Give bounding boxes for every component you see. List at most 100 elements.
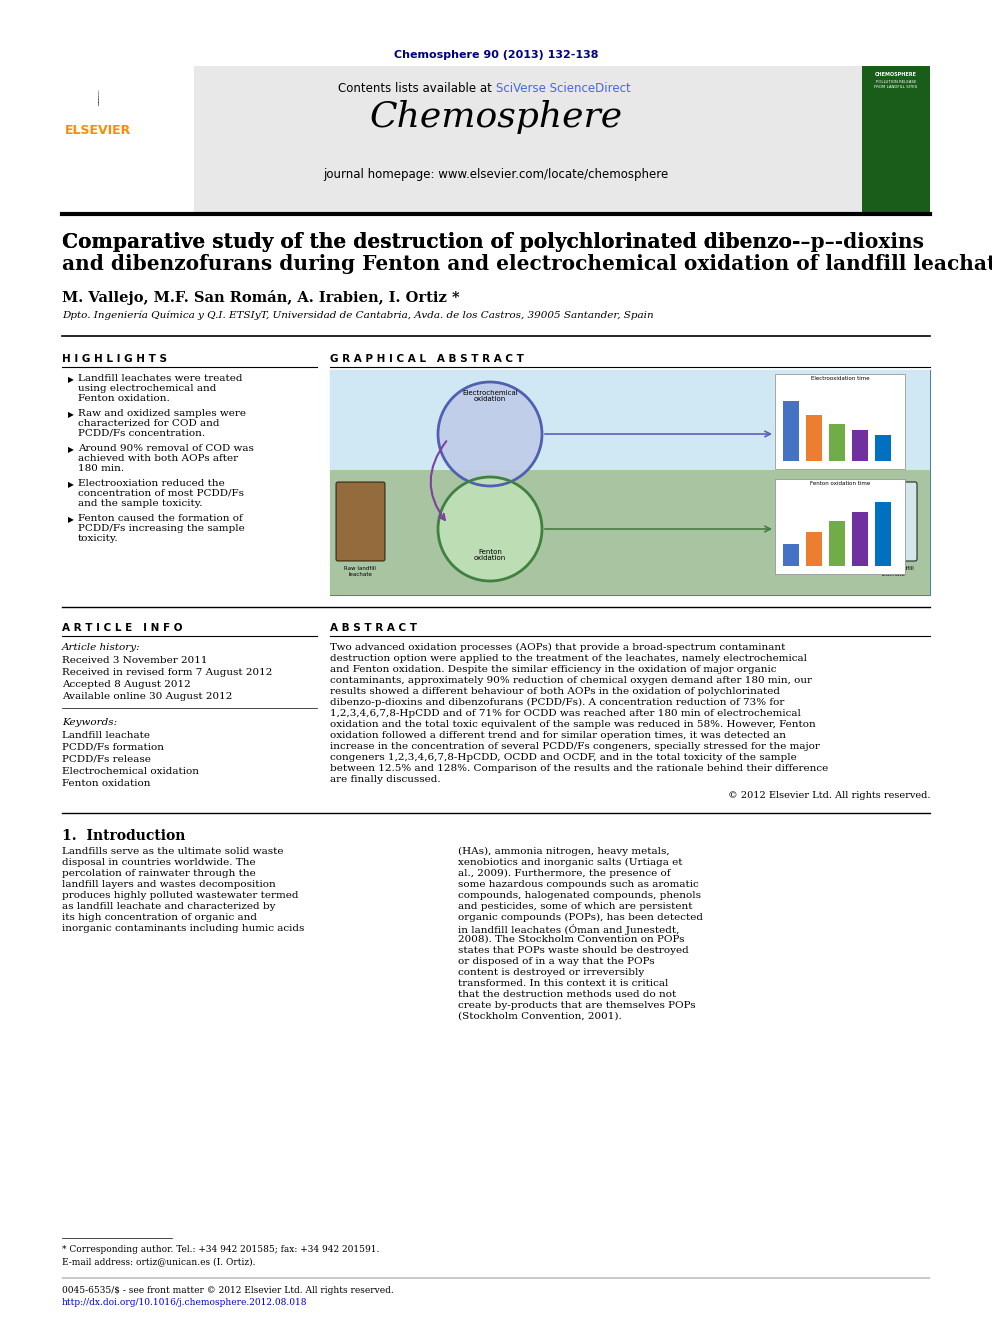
FancyBboxPatch shape xyxy=(336,482,385,561)
Text: Comparative study of the destruction of polychlorinated dibenzo-–p–-dioxins: Comparative study of the destruction of … xyxy=(62,232,924,251)
Circle shape xyxy=(438,478,542,581)
FancyBboxPatch shape xyxy=(330,470,930,595)
Text: POLLUTION RELEASE: POLLUTION RELEASE xyxy=(876,79,917,83)
Text: Article history:: Article history: xyxy=(62,643,141,652)
Text: oxidation: oxidation xyxy=(474,396,506,402)
Text: its high concentration of organic and: its high concentration of organic and xyxy=(62,913,257,922)
FancyBboxPatch shape xyxy=(62,66,930,214)
Text: PCDD/Fs concentration.: PCDD/Fs concentration. xyxy=(78,429,205,438)
Text: xenobiotics and inorganic salts (Urtiaga et: xenobiotics and inorganic salts (Urtiaga… xyxy=(458,859,682,867)
Text: FROM LANDFILL SITES: FROM LANDFILL SITES xyxy=(874,85,918,89)
Text: Available online 30 August 2012: Available online 30 August 2012 xyxy=(62,692,232,701)
Text: Received in revised form 7 August 2012: Received in revised form 7 August 2012 xyxy=(62,668,273,677)
Text: Fenton oxidation time: Fenton oxidation time xyxy=(809,482,870,486)
Text: in landfill leachates (Óman and Junestedt,: in landfill leachates (Óman and Junested… xyxy=(458,923,680,935)
Bar xyxy=(829,423,845,460)
Bar xyxy=(852,430,868,460)
Text: PCDD/Fs increasing the sample: PCDD/Fs increasing the sample xyxy=(78,524,245,533)
Text: Keywords:: Keywords: xyxy=(62,718,117,728)
Bar xyxy=(806,532,822,566)
Text: disposal in countries worldwide. The: disposal in countries worldwide. The xyxy=(62,859,256,867)
Text: destruction option were applied to the treatment of the leachates, namely electr: destruction option were applied to the t… xyxy=(330,654,807,663)
Text: results showed a different behaviour of both AOPs in the oxidation of polychlori: results showed a different behaviour of … xyxy=(330,687,780,696)
Text: 1.  Introduction: 1. Introduction xyxy=(62,830,186,843)
Text: between 12.5% and 128%. Comparison of the results and the rationale behind their: between 12.5% and 128%. Comparison of th… xyxy=(330,763,828,773)
Text: (Stockholm Convention, 2001).: (Stockholm Convention, 2001). xyxy=(458,1012,622,1021)
FancyBboxPatch shape xyxy=(775,374,905,468)
FancyBboxPatch shape xyxy=(868,482,917,561)
Text: Landfills serve as the ultimate solid waste: Landfills serve as the ultimate solid wa… xyxy=(62,847,284,856)
Text: using electrochemical and: using electrochemical and xyxy=(78,384,216,393)
Text: E-mail address: ortiz@unican.es (I. Ortiz).: E-mail address: ortiz@unican.es (I. Orti… xyxy=(62,1257,256,1266)
Text: or disposed of in a way that the POPs: or disposed of in a way that the POPs xyxy=(458,957,655,966)
Text: SciVerse ScienceDirect: SciVerse ScienceDirect xyxy=(496,82,631,95)
Text: Fenton caused the formation of: Fenton caused the formation of xyxy=(78,515,243,523)
Text: ▶: ▶ xyxy=(68,410,73,419)
Text: ▶: ▶ xyxy=(68,445,73,454)
FancyBboxPatch shape xyxy=(62,66,194,214)
Text: Two advanced oxidation processes (AOPs) that provide a broad-spectrum contaminan: Two advanced oxidation processes (AOPs) … xyxy=(330,643,786,652)
Text: PCDD/Fs formation: PCDD/Fs formation xyxy=(62,744,164,751)
Text: Landfill leachate: Landfill leachate xyxy=(62,732,150,740)
Bar xyxy=(806,414,822,460)
FancyBboxPatch shape xyxy=(862,66,930,214)
Text: landfill layers and wastes decomposition: landfill layers and wastes decomposition xyxy=(62,880,276,889)
Text: increase in the concentration of several PCDD/Fs congeners, specially stressed f: increase in the concentration of several… xyxy=(330,742,819,751)
FancyBboxPatch shape xyxy=(330,370,930,470)
Text: oxidation: oxidation xyxy=(474,556,506,561)
Text: that the destruction methods used do not: that the destruction methods used do not xyxy=(458,990,677,999)
Text: organic compounds (POPs), has been detected: organic compounds (POPs), has been detec… xyxy=(458,913,703,922)
Text: are finally discussed.: are finally discussed. xyxy=(330,775,440,785)
Text: contaminants, approximately 90% reduction of chemical oxygen demand after 180 mi: contaminants, approximately 90% reductio… xyxy=(330,676,812,685)
Text: Landfill leachates were treated: Landfill leachates were treated xyxy=(78,374,242,382)
Text: A B S T R A C T: A B S T R A C T xyxy=(330,623,417,632)
Text: * Corresponding author. Tel.: +34 942 201585; fax: +34 942 201591.: * Corresponding author. Tel.: +34 942 20… xyxy=(62,1245,379,1254)
Text: M. Vallejo, M.F. San Román, A. Irabien, I. Ortiz *: M. Vallejo, M.F. San Román, A. Irabien, … xyxy=(62,290,459,306)
Bar xyxy=(875,503,891,566)
Text: congeners 1,2,3,4,6,7,8-HpCDD, OCDD and OCDF, and in the total toxicity of the s: congeners 1,2,3,4,6,7,8-HpCDD, OCDD and … xyxy=(330,753,797,762)
FancyBboxPatch shape xyxy=(775,479,905,574)
Text: content is destroyed or irreversibly: content is destroyed or irreversibly xyxy=(458,968,644,976)
FancyBboxPatch shape xyxy=(330,370,930,595)
Text: 0045-6535/$ - see front matter © 2012 Elsevier Ltd. All rights reserved.: 0045-6535/$ - see front matter © 2012 El… xyxy=(62,1286,394,1295)
Text: Chemosphere: Chemosphere xyxy=(369,101,623,134)
Text: PCDD/Fs release: PCDD/Fs release xyxy=(62,755,151,763)
Text: Raw and oxidized samples were: Raw and oxidized samples were xyxy=(78,409,246,418)
Text: and dibenzofurans during Fenton and electrochemical oxidation of landfill leacha: and dibenzofurans during Fenton and elec… xyxy=(62,254,992,274)
Bar xyxy=(829,521,845,566)
Text: concentration of most PCDD/Fs: concentration of most PCDD/Fs xyxy=(78,490,244,497)
Text: http://dx.doi.org/10.1016/j.chemosphere.2012.08.018: http://dx.doi.org/10.1016/j.chemosphere.… xyxy=(62,1298,308,1307)
Text: Electrochemical: Electrochemical xyxy=(462,390,518,396)
Text: produces highly polluted wastewater termed: produces highly polluted wastewater term… xyxy=(62,890,299,900)
Text: some hazardous compounds such as aromatic: some hazardous compounds such as aromati… xyxy=(458,880,698,889)
Text: Received 3 November 2011: Received 3 November 2011 xyxy=(62,656,207,665)
Text: (HAs), ammonia nitrogen, heavy metals,: (HAs), ammonia nitrogen, heavy metals, xyxy=(458,847,670,856)
Text: states that POPs waste should be destroyed: states that POPs waste should be destroy… xyxy=(458,946,688,955)
FancyBboxPatch shape xyxy=(330,370,930,595)
Text: oxidation and the total toxic equivalent of the sample was reduced in 58%. Howev: oxidation and the total toxic equivalent… xyxy=(330,720,815,729)
Bar xyxy=(783,544,799,566)
Text: characterized for COD and: characterized for COD and xyxy=(78,419,219,429)
Text: oxidation followed a different trend and for similar operation times, it was det: oxidation followed a different trend and… xyxy=(330,732,786,740)
Text: and pesticides, some of which are persistent: and pesticides, some of which are persis… xyxy=(458,902,692,912)
Circle shape xyxy=(438,382,542,486)
Text: Chemosphere 90 (2013) 132-138: Chemosphere 90 (2013) 132-138 xyxy=(394,50,598,60)
Text: achieved with both AOPs after: achieved with both AOPs after xyxy=(78,454,238,463)
Text: al., 2009). Furthermore, the presence of: al., 2009). Furthermore, the presence of xyxy=(458,869,671,878)
Text: Dpto. Ingeniería Química y Q.I. ETSIyT, Universidad de Cantabria, Avda. de los C: Dpto. Ingeniería Química y Q.I. ETSIyT, … xyxy=(62,311,654,320)
Text: H I G H L I G H T S: H I G H L I G H T S xyxy=(62,355,167,364)
Text: inorganic contaminants including humic acids: inorganic contaminants including humic a… xyxy=(62,923,305,933)
Text: Electrooxiation reduced the: Electrooxiation reduced the xyxy=(78,479,225,488)
Text: Electrooxidation time: Electrooxidation time xyxy=(810,376,869,381)
Text: 2008). The Stockholm Convention on POPs: 2008). The Stockholm Convention on POPs xyxy=(458,935,684,945)
Text: Fenton: Fenton xyxy=(478,549,502,556)
Text: toxicity.: toxicity. xyxy=(78,534,119,542)
Text: and Fenton oxidation. Despite the similar efficiency in the oxidation of major o: and Fenton oxidation. Despite the simila… xyxy=(330,665,777,673)
Text: A R T I C L E   I N F O: A R T I C L E I N F O xyxy=(62,623,183,632)
Text: ▶: ▶ xyxy=(68,374,73,384)
Text: G R A P H I C A L   A B S T R A C T: G R A P H I C A L A B S T R A C T xyxy=(330,355,524,364)
Text: 1,2,3,4,6,7,8-HpCDD and of 71% for OCDD was reached after 180 min of electrochem: 1,2,3,4,6,7,8-HpCDD and of 71% for OCDD … xyxy=(330,709,801,718)
Text: Fenton oxidation.: Fenton oxidation. xyxy=(78,394,170,404)
Text: ▶: ▶ xyxy=(68,480,73,490)
Text: percolation of rainwater through the: percolation of rainwater through the xyxy=(62,869,256,878)
